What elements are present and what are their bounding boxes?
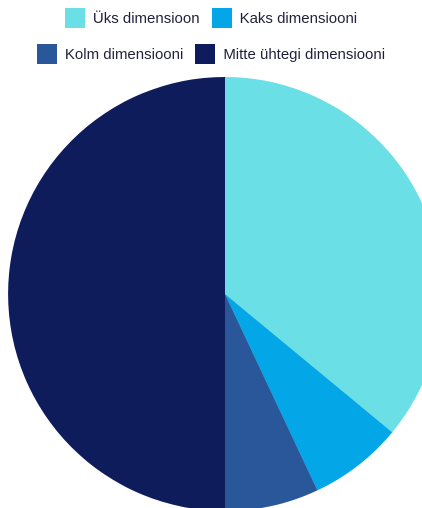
legend-swatch-kaks-dimensiooni [211,8,232,28]
legend-item-mitte-uhtegi-dimensiooni: Mitte ühtegi dimensiooni [195,44,385,64]
pie-slice-mitte-uhtegi-dimensiooni [8,77,225,508]
legend-row-1: Üks dimensioon Kaks dimensiooni [0,8,422,28]
chart-legend: Üks dimensioon Kaks dimensiooni Kolm dim… [0,0,422,76]
legend-label-kaks-dimensiooni: Kaks dimensiooni [239,9,358,27]
legend-swatch-kolm-dimensiooni [36,44,57,64]
legend-label-uks-dimensioon: Üks dimensioon [92,9,200,27]
legend-item-uks-dimensioon: Üks dimensioon [64,8,200,28]
legend-item-kaks-dimensiooni: Kaks dimensiooni [211,8,358,28]
legend-label-mitte-uhtegi-dimensiooni: Mitte ühtegi dimensiooni [223,45,386,63]
legend-swatch-uks-dimensioon [64,8,85,28]
legend-item-kolm-dimensiooni: Kolm dimensiooni [36,44,184,64]
legend-row-2: Kolm dimensiooni Mitte ühtegi dimensioon… [0,44,422,64]
pie-slice-kolm-dimensiooni [225,294,318,508]
legend-label-kolm-dimensiooni: Kolm dimensiooni [64,45,184,63]
pie-slice-kaks-dimensiooni [225,294,393,491]
legend-swatch-mitte-uhtegi-dimensiooni [195,44,216,64]
pie-slice-uks-dimensioon [225,77,422,433]
